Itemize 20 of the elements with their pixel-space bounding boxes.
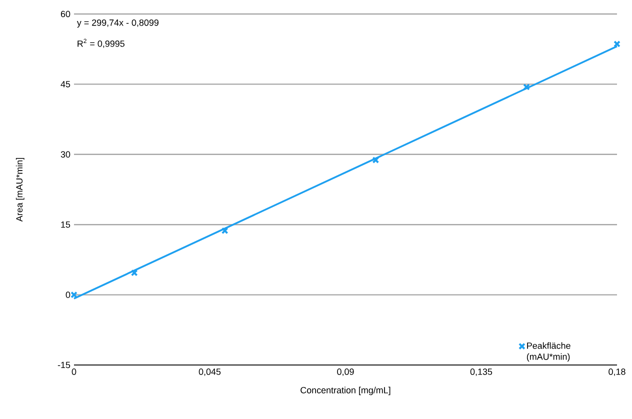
- y-tick-label: 45: [60, 81, 70, 88]
- y-tick-label: -15: [58, 362, 70, 368]
- point: [130, 269, 138, 276]
- x-tick-label: 0,045: [198, 368, 221, 376]
- x-tick-label: 0: [72, 368, 76, 375]
- x-tick-label: 0,135: [470, 368, 492, 376]
- x-tick-label: 0,09: [337, 368, 354, 376]
- y-tick-label: 0: [66, 292, 70, 298]
- x-axis-title: Concentration [mg/mL]: [300, 386, 390, 396]
- y-tick-label: 15: [61, 221, 70, 228]
- annotation: R$^{2}$ = 0,9995: [78, 38, 124, 48]
- point: [523, 84, 530, 90]
- point: [221, 227, 228, 234]
- annotation: y = 299,74x - 0,8099: [76, 19, 158, 28]
- y-tick-label: 30: [60, 151, 70, 158]
- legend-label: Peakfläche (mAU*min): [526, 342, 570, 362]
- y-tick-label: 60: [60, 10, 70, 18]
- point: [372, 156, 380, 164]
- x-tick-label: 0,18: [608, 368, 626, 376]
- y-axis-title: Area [mAU*min]: [16, 158, 24, 222]
